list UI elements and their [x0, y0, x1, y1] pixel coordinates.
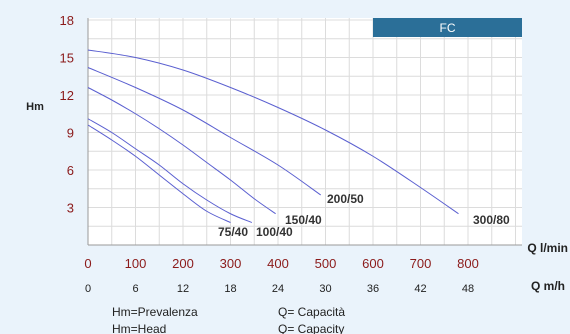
x-tick-label-lmin: 800	[457, 256, 479, 271]
plot-area	[88, 18, 522, 245]
series-line-100-40	[87, 118, 253, 223]
y-tick-label: 12	[60, 88, 74, 103]
x-axis-label-lmin: Q l/min	[527, 241, 568, 255]
y-tick-label: 9	[67, 126, 74, 141]
fc-badge-label: FC	[440, 21, 456, 35]
x-tick-label-lmin: 700	[410, 256, 432, 271]
curve-label-200-50: 200/50	[327, 192, 364, 206]
curve-label-100-40: 100/40	[256, 225, 293, 239]
x-tick-label-m3h: 24	[272, 283, 284, 295]
curve-label-300-80: 300/80	[473, 213, 510, 227]
x-tick-label-lmin: 500	[315, 256, 337, 271]
x-tick-label-m3h: 6	[132, 283, 138, 295]
x-tick-label-lmin: 300	[220, 256, 242, 271]
x-tick-label-m3h: 0	[85, 283, 91, 295]
x-tick-label-m3h: 42	[414, 283, 426, 295]
series-line-300-80	[87, 49, 459, 215]
legend-left: Hm=Prevalenza	[112, 305, 198, 319]
series-line-75-40	[87, 124, 231, 223]
y-tick-label: 3	[67, 201, 74, 216]
y-tick-label: 15	[60, 51, 74, 66]
curve-label-75-40: 75/40	[218, 225, 248, 239]
y-tick-label: 6	[67, 163, 74, 178]
x-tick-label-m3h: 36	[367, 283, 379, 295]
x-tick-label-lmin: 0	[84, 256, 91, 271]
y-tick-label: 18	[60, 13, 74, 28]
x-tick-label-m3h: 18	[224, 283, 236, 295]
x-tick-label-lmin: 400	[267, 256, 289, 271]
legend-right: Q= Capacità	[278, 305, 345, 319]
series-line-200-50	[87, 67, 322, 196]
curve-label-150-40: 150/40	[285, 213, 322, 227]
x-axis-label-m3h: Q m/h	[531, 279, 565, 293]
x-tick-label-lmin: 100	[125, 256, 147, 271]
x-tick-label-m3h: 30	[319, 283, 331, 295]
legend-left: Hm=Head	[112, 322, 166, 334]
x-tick-label-m3h: 48	[462, 283, 474, 295]
legend-right: Q= Capacity	[278, 322, 344, 334]
x-tick-label-lmin: 200	[172, 256, 194, 271]
y-axis-label: Hm	[26, 101, 44, 113]
series-line-150-40	[87, 87, 276, 215]
fc-badge	[373, 18, 522, 37]
x-tick-label-lmin: 600	[362, 256, 384, 271]
x-tick-label-m3h: 12	[177, 283, 189, 295]
